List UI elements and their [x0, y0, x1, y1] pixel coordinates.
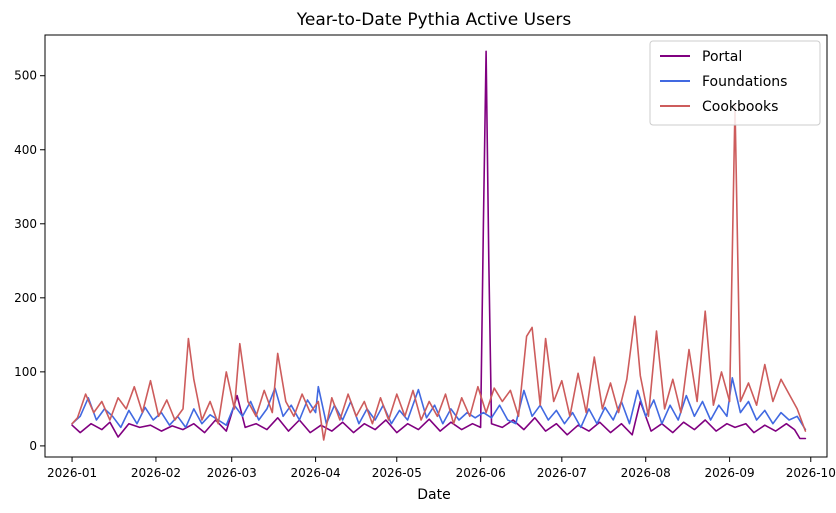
legend-label-cookbooks: Cookbooks: [702, 99, 778, 115]
y-tick-label: 0: [29, 439, 37, 453]
y-axis: 0 100 200 300 400 500: [14, 69, 45, 453]
x-tick-label: 2026-05: [372, 466, 422, 480]
y-tick-label: 400: [14, 143, 37, 157]
series-line-portal: [71, 50, 807, 440]
chart-title: Year-to-Date Pythia Active Users: [296, 10, 572, 30]
x-tick-label: 2026-01: [47, 466, 97, 480]
x-tick-label: 2026-03: [207, 466, 257, 480]
x-tick-label: 2026-10: [786, 466, 836, 480]
x-axis-title: Date: [417, 487, 450, 503]
legend-label-foundations: Foundations: [702, 74, 787, 90]
x-tick-label: 2026-08: [621, 466, 671, 480]
x-tick-label: 2026-06: [456, 466, 506, 480]
y-tick-label: 200: [14, 291, 37, 305]
legend-label-portal: Portal: [702, 49, 742, 65]
x-axis: 2026-01 2026-02 2026-03 2026-04 2026-05 2026-…: [47, 457, 836, 480]
y-tick-label: 500: [14, 69, 37, 83]
series-layer: [71, 50, 807, 441]
series-line-cookbooks: [71, 104, 807, 441]
x-tick-label: 2026-09: [705, 466, 755, 480]
legend-box: [649, 40, 821, 126]
x-tick-label: 2026-04: [291, 466, 341, 480]
y-tick-label: 300: [14, 217, 37, 231]
legend[interactable]: Portal Foundations Cookbooks: [649, 40, 821, 126]
x-tick-label: 2026-02: [131, 466, 181, 480]
x-tick-label: 2026-07: [537, 466, 587, 480]
y-tick-label: 100: [14, 365, 37, 379]
